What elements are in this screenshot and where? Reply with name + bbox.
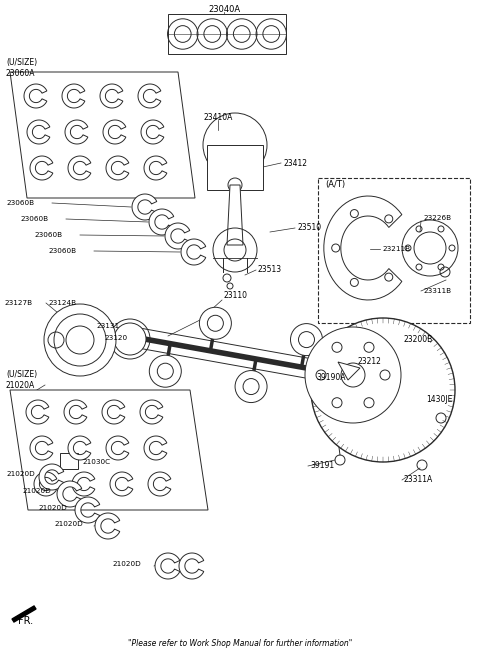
- Circle shape: [305, 327, 401, 423]
- Polygon shape: [144, 156, 167, 180]
- Polygon shape: [106, 436, 129, 460]
- Circle shape: [199, 307, 231, 339]
- Polygon shape: [62, 84, 85, 108]
- Polygon shape: [72, 472, 95, 496]
- Polygon shape: [27, 120, 50, 144]
- Circle shape: [44, 304, 116, 376]
- Circle shape: [149, 355, 181, 387]
- Text: (U/SIZE): (U/SIZE): [6, 369, 37, 379]
- Polygon shape: [100, 84, 123, 108]
- Circle shape: [66, 326, 94, 354]
- Text: 23200B: 23200B: [404, 335, 433, 345]
- Circle shape: [290, 324, 323, 356]
- Circle shape: [341, 363, 365, 387]
- Text: 21020D: 21020D: [22, 488, 51, 494]
- Text: 23410A: 23410A: [204, 113, 233, 121]
- Text: 23040A: 23040A: [208, 5, 240, 14]
- Bar: [207, 145, 263, 190]
- Polygon shape: [10, 72, 195, 198]
- Polygon shape: [95, 513, 120, 539]
- Text: 1430JE: 1430JE: [426, 396, 452, 405]
- Circle shape: [235, 371, 267, 403]
- Text: 23311A: 23311A: [404, 476, 433, 485]
- Text: 23060B: 23060B: [20, 216, 48, 222]
- Text: 21020D: 21020D: [112, 561, 141, 567]
- Polygon shape: [103, 120, 126, 144]
- Polygon shape: [65, 120, 88, 144]
- Polygon shape: [39, 464, 64, 490]
- Text: 23211B: 23211B: [382, 246, 410, 252]
- Polygon shape: [144, 436, 167, 460]
- Polygon shape: [141, 120, 164, 144]
- Bar: [168, 14, 286, 54]
- Text: 39190A: 39190A: [316, 373, 346, 381]
- Text: 21030C: 21030C: [82, 459, 110, 465]
- Polygon shape: [227, 185, 243, 245]
- Text: 23060B: 23060B: [6, 200, 34, 206]
- Circle shape: [321, 386, 353, 418]
- Polygon shape: [12, 606, 36, 622]
- Text: 23120: 23120: [104, 335, 127, 341]
- Bar: [60, 453, 78, 469]
- Circle shape: [114, 323, 146, 355]
- Polygon shape: [34, 472, 57, 496]
- Text: 23131: 23131: [96, 323, 119, 329]
- Text: FR.: FR.: [18, 616, 33, 626]
- Text: 23510: 23510: [297, 223, 321, 233]
- Polygon shape: [132, 194, 157, 220]
- Polygon shape: [148, 472, 171, 496]
- Polygon shape: [75, 497, 100, 523]
- Text: 21020D: 21020D: [54, 521, 83, 527]
- Text: 23212: 23212: [358, 358, 382, 367]
- Polygon shape: [138, 84, 161, 108]
- Polygon shape: [140, 400, 163, 424]
- Polygon shape: [24, 84, 47, 108]
- Polygon shape: [181, 239, 206, 265]
- Text: 21020A: 21020A: [6, 381, 35, 390]
- Polygon shape: [110, 472, 133, 496]
- Text: 23110: 23110: [224, 291, 248, 301]
- Text: 23226B: 23226B: [423, 215, 451, 221]
- Polygon shape: [30, 436, 53, 460]
- Polygon shape: [179, 553, 204, 579]
- Polygon shape: [57, 481, 82, 507]
- Text: (A/T): (A/T): [325, 181, 345, 189]
- Polygon shape: [30, 156, 53, 180]
- Text: 23127B: 23127B: [4, 300, 32, 306]
- Text: 23311B: 23311B: [423, 288, 451, 294]
- Polygon shape: [106, 156, 129, 180]
- Polygon shape: [165, 223, 190, 249]
- Polygon shape: [68, 436, 91, 460]
- Text: 23412: 23412: [283, 159, 307, 168]
- Text: 39191: 39191: [310, 462, 334, 470]
- Bar: [318, 178, 470, 323]
- Polygon shape: [149, 209, 174, 235]
- Text: 23124B: 23124B: [48, 300, 76, 306]
- Polygon shape: [155, 553, 180, 579]
- Text: 23060B: 23060B: [48, 248, 76, 254]
- Text: "Please refer to Work Shop Manual for further information": "Please refer to Work Shop Manual for fu…: [128, 639, 352, 648]
- Text: 23513: 23513: [258, 265, 282, 274]
- Polygon shape: [64, 400, 87, 424]
- Text: (U/SIZE): (U/SIZE): [6, 58, 37, 67]
- Text: 23060A: 23060A: [6, 69, 36, 79]
- Polygon shape: [324, 196, 402, 300]
- Polygon shape: [10, 390, 208, 510]
- Polygon shape: [68, 156, 91, 180]
- Polygon shape: [102, 400, 125, 424]
- Text: 21020D: 21020D: [38, 505, 67, 511]
- Text: 21020D: 21020D: [6, 471, 35, 477]
- Polygon shape: [26, 400, 49, 424]
- Text: 23060B: 23060B: [34, 232, 62, 238]
- Polygon shape: [338, 362, 360, 380]
- Circle shape: [311, 318, 455, 462]
